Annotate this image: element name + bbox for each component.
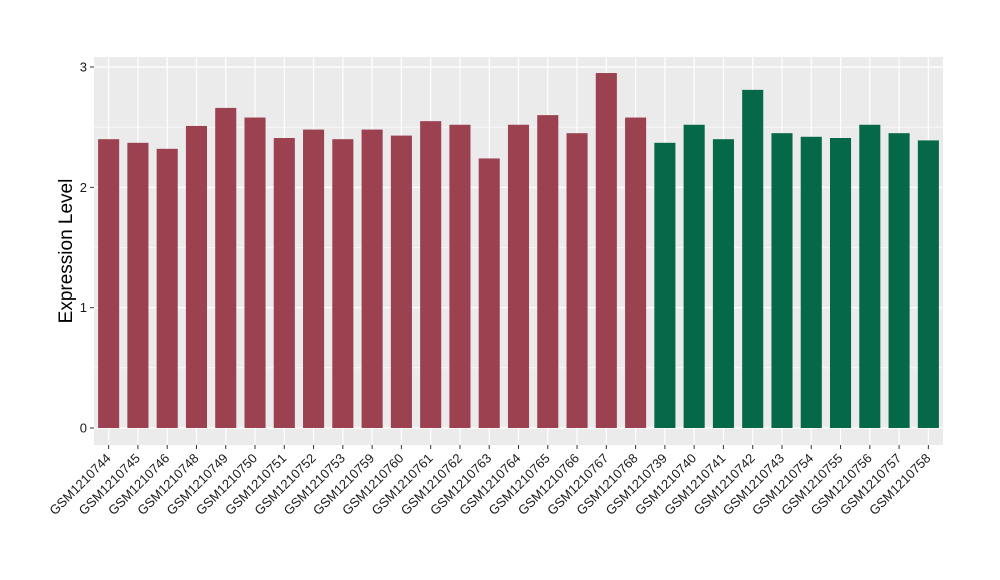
bar: [683, 124, 705, 428]
bar: [771, 133, 793, 428]
y-tick-label: 2: [80, 180, 87, 195]
bar: [625, 117, 647, 428]
bar: [537, 115, 559, 428]
bar: [215, 107, 237, 428]
bar: [888, 133, 910, 428]
bar: [390, 135, 412, 428]
bars: [98, 73, 939, 429]
bar: [273, 137, 295, 428]
bar: [742, 89, 764, 428]
bar: [98, 139, 120, 428]
y-tick-label: 1: [80, 300, 87, 315]
y-axis: 0 1 2 3: [80, 60, 94, 436]
bar: [566, 133, 588, 428]
bar: [332, 139, 354, 428]
bar: [595, 73, 617, 429]
bar: [859, 124, 881, 428]
bar: [507, 124, 530, 428]
y-tick-label: 0: [80, 421, 87, 436]
bar: [303, 129, 325, 428]
bar: [449, 124, 471, 428]
y-axis-title: Expression Level: [56, 179, 77, 324]
bar: [654, 142, 676, 428]
bar: [127, 142, 149, 428]
bar: [712, 139, 734, 428]
bar: [156, 148, 178, 428]
bar: [829, 137, 852, 428]
bar: [917, 140, 939, 429]
bar: [800, 136, 822, 428]
bar: [244, 117, 266, 428]
y-tick-label: 3: [80, 60, 87, 75]
bar: [478, 158, 500, 428]
bar: [185, 125, 208, 429]
bar: [361, 129, 383, 428]
bar: [420, 121, 442, 429]
